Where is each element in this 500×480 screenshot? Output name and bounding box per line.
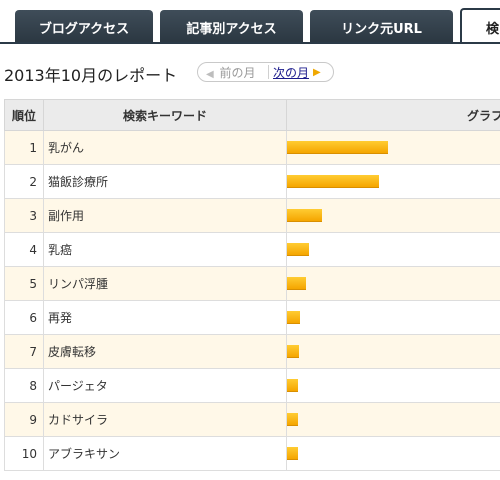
rank-cell: 4 (4, 232, 44, 267)
graph-bar (287, 345, 299, 358)
rank-cell: 2 (4, 164, 44, 199)
graph-cell (286, 368, 500, 403)
table-row: 5 リンパ浮腫 (4, 266, 500, 301)
tab-bar: ブログアクセス 記事別アクセス リンク元URL 検 (0, 0, 500, 44)
rank-cell: 9 (4, 402, 44, 437)
graph-cell (286, 164, 500, 199)
rank-cell: 3 (4, 198, 44, 233)
chevron-right-icon[interactable]: ▶ (313, 66, 321, 78)
keyword-cell: カドサイラ (43, 402, 287, 437)
graph-bar (287, 175, 379, 188)
graph-bar (287, 413, 298, 426)
keyword-cell: 副作用 (43, 198, 287, 233)
tab-article-access-label: 記事別アクセス (186, 21, 277, 37)
report-title: 2013年10月のレポート (4, 66, 178, 85)
graph-bar (287, 243, 309, 256)
graph-bar (287, 277, 306, 290)
rank-cell: 1 (4, 130, 44, 165)
keyword-cell: 乳癌 (43, 232, 287, 267)
keyword-cell: 猫飯診療所 (43, 164, 287, 199)
table-row: 6 再発 (4, 300, 500, 335)
graph-bar (287, 141, 388, 154)
keyword-cell: 皮膚転移 (43, 334, 287, 369)
prev-month-button[interactable]: ◀ 前の月 (198, 64, 266, 81)
graph-cell (286, 198, 500, 233)
table-row: 7 皮膚転移 (4, 334, 500, 369)
graph-cell (286, 300, 500, 335)
table-row: 4 乳癌 (4, 232, 500, 267)
header-graph: グラフ (286, 99, 500, 131)
next-month-link[interactable]: 次の月 (273, 65, 310, 80)
keyword-cell: 乳がん (43, 130, 287, 165)
tab-blog-access[interactable]: ブログアクセス (15, 10, 153, 44)
tab-article-access[interactable]: 記事別アクセス (160, 10, 303, 44)
tab-search-keywords-label: 検 (486, 21, 500, 37)
keyword-table-container: 順位 検索キーワード グラフ 1 乳がん 2 猫飯診療所 3 副作用 4 乳癌 5 リンパ浮腫 6 再… (4, 99, 500, 476)
keyword-cell: パージェタ (43, 368, 287, 403)
tab-blog-access-label: ブログアクセス (38, 21, 130, 37)
table-row: 8 パージェタ (4, 368, 500, 403)
graph-cell (286, 232, 500, 267)
table-row: 3 副作用 (4, 198, 500, 233)
header-rank: 順位 (4, 99, 44, 131)
tab-referrer-url-label: リンク元URL (341, 21, 422, 37)
graph-bar (287, 209, 322, 222)
graph-bar (287, 447, 298, 460)
keyword-cell: リンパ浮腫 (43, 266, 287, 301)
graph-cell (286, 436, 500, 471)
header-keyword: 検索キーワード (43, 99, 287, 131)
tab-referrer-url[interactable]: リンク元URL (310, 10, 453, 44)
keyword-table: 順位 検索キーワード グラフ 1 乳がん 2 猫飯診療所 3 副作用 4 乳癌 5 リンパ浮腫 6 再… (4, 99, 500, 471)
graph-cell (286, 334, 500, 369)
graph-cell (286, 266, 500, 301)
graph-cell (286, 402, 500, 437)
keyword-cell: アブラキサン (43, 436, 287, 471)
prev-month-label: 前の月 (219, 65, 256, 80)
keyword-cell: 再発 (43, 300, 287, 335)
table-row: 10 アブラキサン (4, 436, 500, 471)
graph-bar (287, 379, 298, 392)
nav-divider (268, 65, 269, 79)
graph-bar (287, 311, 300, 324)
rank-cell: 10 (4, 436, 44, 471)
rank-cell: 7 (4, 334, 44, 369)
chevron-left-icon: ◀ (206, 68, 214, 80)
tab-search-keywords[interactable]: 検 (460, 8, 500, 44)
rank-cell: 8 (4, 368, 44, 403)
tab-bar-underline (0, 42, 500, 44)
table-row: 9 カドサイラ (4, 402, 500, 437)
month-navigation: ◀ 前の月 次の月 ▶ (197, 62, 334, 82)
rank-cell: 6 (4, 300, 44, 335)
table-row: 1 乳がん (4, 130, 500, 165)
rank-cell: 5 (4, 266, 44, 301)
graph-cell (286, 130, 500, 165)
table-row: 2 猫飯診療所 (4, 164, 500, 199)
